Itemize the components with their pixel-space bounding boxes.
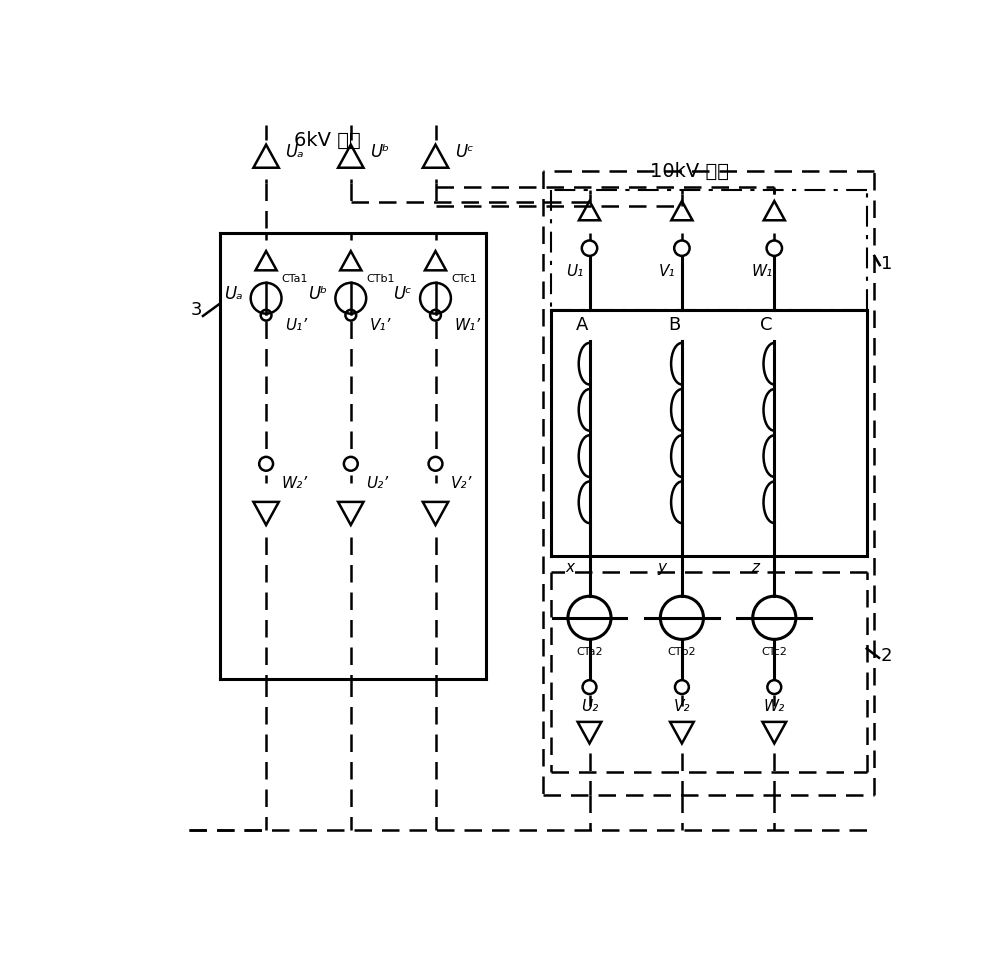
Text: Uᶜ: Uᶜ	[393, 285, 411, 303]
Text: CTb1: CTb1	[366, 274, 395, 284]
Text: V₂: V₂	[674, 699, 690, 714]
Text: CTc2: CTc2	[761, 648, 787, 657]
Text: x: x	[565, 560, 574, 575]
Text: U₂’: U₂’	[366, 476, 388, 490]
Text: 10kV 电机: 10kV 电机	[650, 162, 729, 181]
Text: W₁: W₁	[751, 264, 772, 279]
Text: W₂’: W₂’	[282, 476, 308, 490]
Text: Uᵇ: Uᵇ	[308, 285, 328, 303]
Text: U₂: U₂	[581, 699, 598, 714]
Text: U₁’: U₁’	[285, 318, 307, 333]
Text: 6kV 电源: 6kV 电源	[294, 131, 361, 150]
Text: U₁: U₁	[566, 264, 584, 279]
Text: CTa1: CTa1	[282, 274, 308, 284]
Text: CTa2: CTa2	[576, 648, 603, 657]
Text: Uₐ: Uₐ	[285, 143, 304, 161]
Text: CTb2: CTb2	[668, 648, 696, 657]
Text: Uᶜ: Uᶜ	[455, 143, 473, 161]
Text: W₁’: W₁’	[455, 318, 481, 333]
Text: C: C	[760, 317, 773, 334]
Text: 3: 3	[191, 301, 203, 318]
Text: A: A	[576, 317, 588, 334]
Text: 2: 2	[881, 648, 892, 665]
Text: V₁: V₁	[659, 264, 675, 279]
Text: z: z	[751, 560, 759, 575]
Text: V₂’: V₂’	[451, 476, 472, 490]
Text: Uᵇ: Uᵇ	[370, 143, 389, 161]
Text: V₁’: V₁’	[370, 318, 391, 333]
Text: W₂: W₂	[764, 699, 785, 714]
Text: y: y	[658, 560, 667, 575]
Text: CTc1: CTc1	[451, 274, 477, 284]
Text: Uₐ: Uₐ	[224, 285, 242, 303]
Text: 1: 1	[881, 254, 892, 273]
Text: B: B	[668, 317, 680, 334]
